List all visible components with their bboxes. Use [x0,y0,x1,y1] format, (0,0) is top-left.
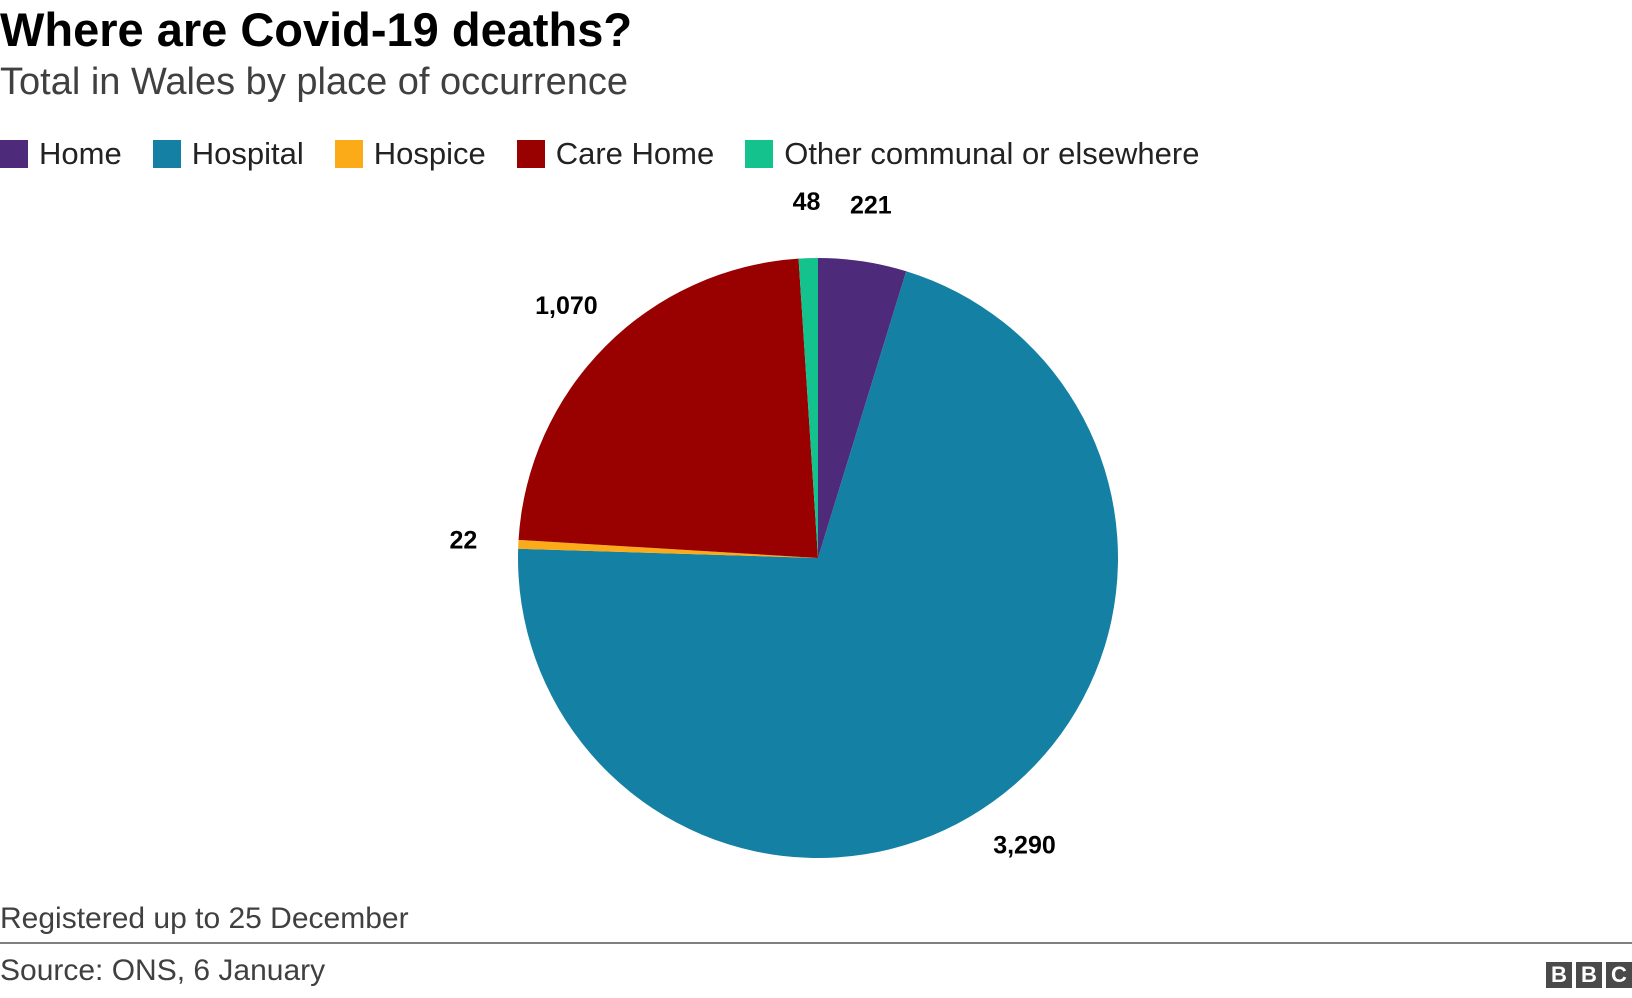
footer-divider [0,942,1632,944]
pie-slice-hospice [518,539,818,558]
legend-swatch [745,140,774,168]
pie-slice-hospital [518,271,1118,858]
legend-swatch [334,140,363,168]
legend-label: Other communal or elsewhere [784,136,1200,171]
legend-label: Hospice [373,136,486,171]
pie-slice-other-communal-or-elsewhere [798,258,818,558]
data-label-hospital: 3,290 [993,831,1056,859]
bbc-logo-block: B [1546,962,1572,988]
data-label-care-home: 1,070 [535,292,598,320]
pie-slice-home [818,258,907,558]
legend-label: Hospital [191,136,304,171]
legend-item-care-home: Care Home [516,136,715,172]
legend-item-home: Home [0,136,122,172]
legend-label: Home [39,136,122,171]
chart-note: Registered up to 25 December [0,902,409,935]
legend-swatch [516,140,545,168]
chart-legend: Home Hospital Hospice Care Home Other commun… [0,134,1230,174]
legend-item-other-communal-or-elsewhere: Other communal or elsewhere [745,136,1199,172]
legend-swatch [152,140,181,168]
data-label-home: 221 [850,192,892,220]
legend-swatch [0,140,28,168]
pie-chart: 221 3,290 22 1,070 48 [449,188,1118,859]
data-label-hospice: 22 [449,526,477,554]
legend-item-hospice: Hospice [334,136,486,172]
legend-label: Care Home [555,136,715,171]
data-label-other-communal-or-elsewhere: 48 [793,188,821,216]
chart-subtitle: Total in Wales by place of occurrence [0,61,629,103]
bbc-logo-block: B [1576,962,1602,988]
bbc-logo-block: C [1606,962,1632,988]
legend-item-hospital: Hospital [152,136,304,172]
source-text: Source: ONS, 6 January [0,954,326,987]
chart-title: Where are Covid-19 deaths? [0,3,633,56]
pie-slice-care-home [518,258,818,558]
